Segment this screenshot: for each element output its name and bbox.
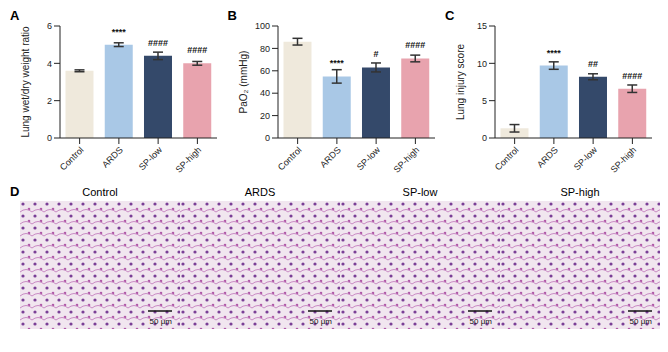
svg-text:4: 4: [47, 59, 52, 69]
svg-text:Control: Control: [275, 145, 303, 173]
svg-text:Lung wet/dry weight ratio: Lung wet/dry weight ratio: [20, 26, 31, 138]
svg-text:ARDS: ARDS: [100, 145, 125, 170]
svg-text:ARDS: ARDS: [318, 145, 343, 170]
html-text:B: B: [227, 8, 237, 23]
svg-text:****: ****: [329, 58, 344, 68]
svg-text:####: ####: [187, 45, 207, 55]
html-text:A: A: [10, 8, 20, 23]
svg-text:0: 0: [482, 133, 487, 143]
svg-text:****: ****: [547, 48, 562, 58]
svg-text:50 μm: 50 μm: [150, 317, 173, 326]
svg-text:50 μm: 50 μm: [310, 317, 333, 326]
html-text:SP-high: SP-high: [560, 186, 600, 198]
svg-text:SP-high: SP-high: [609, 145, 639, 175]
svg-text:0: 0: [47, 133, 52, 143]
svg-text:PaO₂ (mmHg): PaO₂ (mmHg): [237, 51, 248, 114]
svg-text:ARDS: ARDS: [535, 145, 560, 170]
svg-text:20: 20: [259, 111, 269, 121]
svg-text:40: 40: [259, 88, 269, 98]
html-text:C: C: [445, 8, 455, 23]
svg-text:####: ####: [622, 71, 642, 81]
svg-text:6: 6: [47, 21, 52, 31]
svg-text:15: 15: [477, 21, 487, 31]
svg-text:SP-low: SP-low: [137, 145, 165, 173]
svg-text:100: 100: [254, 21, 269, 31]
svg-text:Control: Control: [58, 145, 86, 173]
svg-text:####: ####: [148, 38, 168, 48]
svg-text:80: 80: [259, 44, 269, 54]
html-text:D: D: [10, 184, 20, 199]
svg-text:50 μm: 50 μm: [470, 317, 493, 326]
svg-text:0: 0: [264, 133, 269, 143]
html-text:SP-low: SP-low: [402, 186, 438, 198]
svg-text:##: ##: [588, 59, 598, 69]
svg-text:2: 2: [47, 96, 52, 106]
svg-text:60: 60: [259, 66, 269, 76]
svg-text:50 μm: 50 μm: [630, 317, 653, 326]
svg-text:5: 5: [482, 96, 487, 106]
svg-text:SP-high: SP-high: [391, 145, 421, 175]
svg-text:Control: Control: [493, 145, 521, 173]
svg-text:SP-low: SP-low: [572, 145, 600, 173]
html-text:ARDS: ARDS: [244, 186, 276, 198]
svg-text:####: ####: [405, 40, 425, 50]
svg-text:SP-low: SP-low: [354, 145, 382, 173]
svg-text:Lung injury score: Lung injury score: [455, 43, 466, 120]
svg-text:10: 10: [477, 59, 487, 69]
svg-text:#: #: [373, 49, 378, 59]
svg-text:SP-high: SP-high: [174, 145, 204, 175]
html-text:Control: Control: [82, 186, 118, 198]
svg-text:****: ****: [112, 27, 127, 37]
